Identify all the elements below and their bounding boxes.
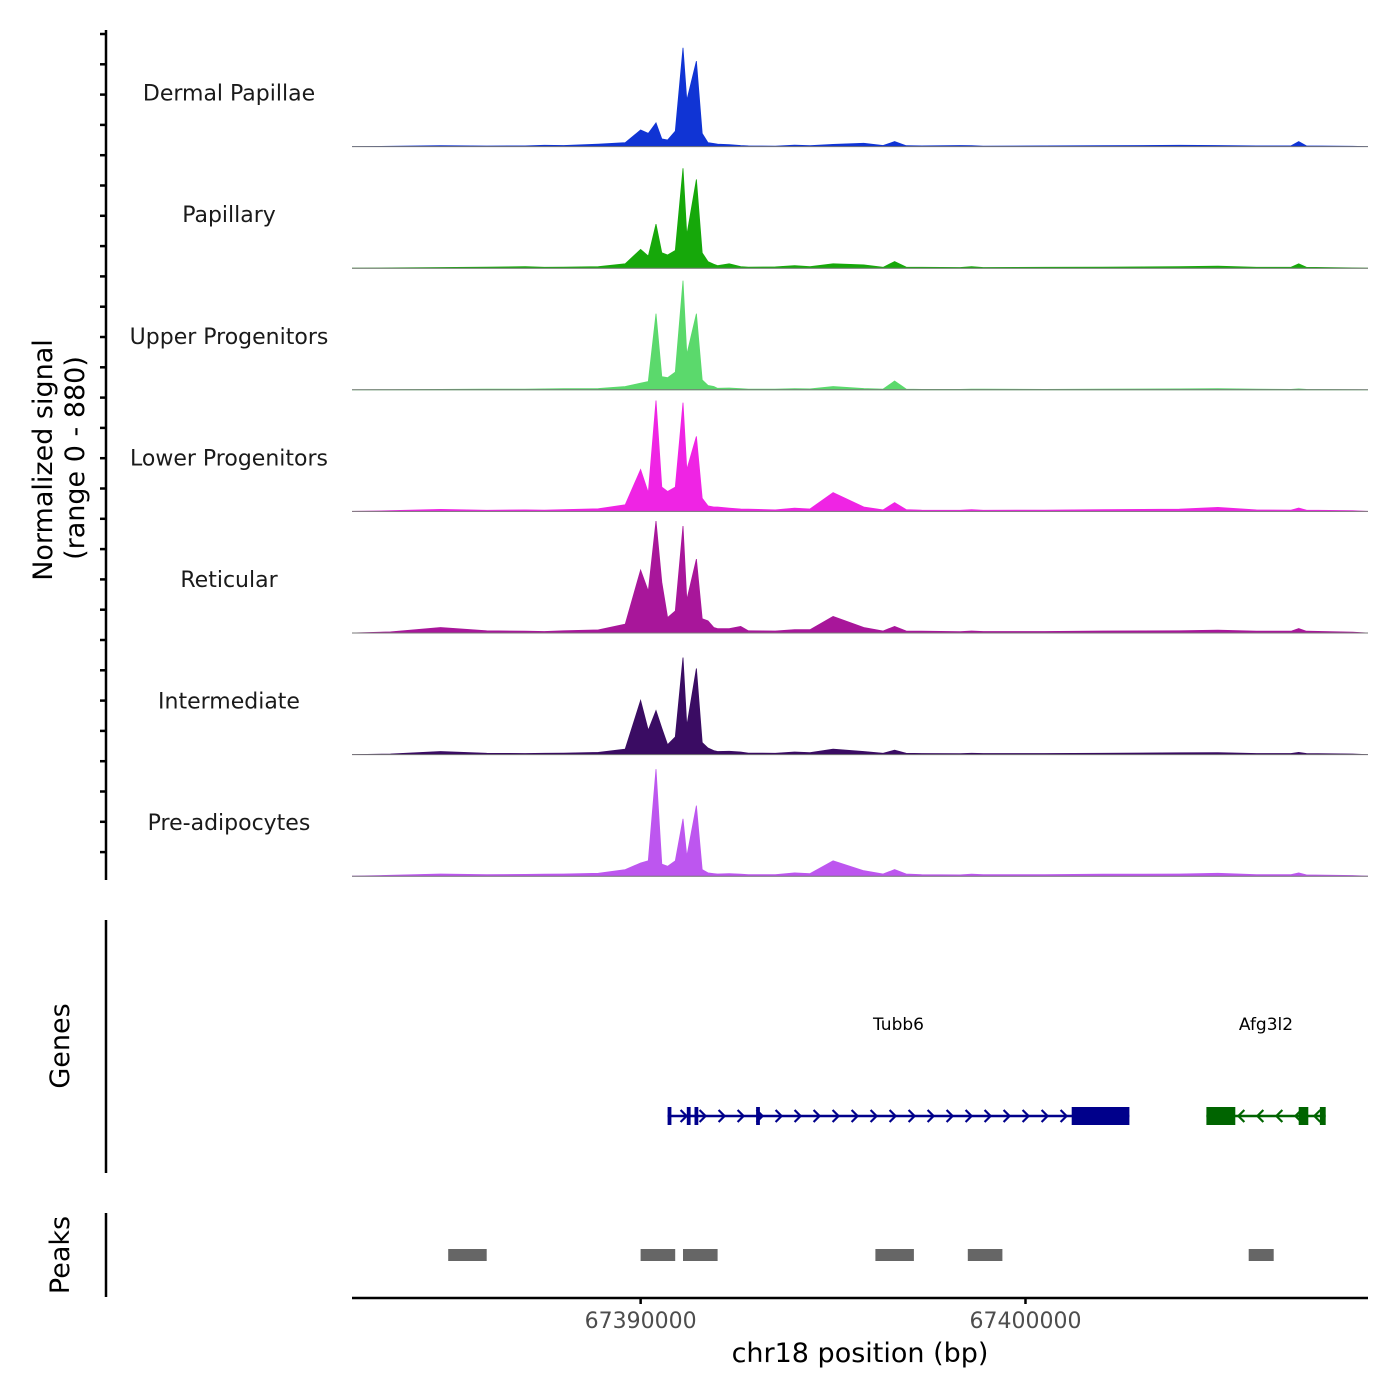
y-axis-label-line2: (range 0 - 880) <box>60 356 91 560</box>
gene-exon <box>1206 1107 1236 1125</box>
strand-chevron <box>1312 1109 1322 1123</box>
strand-chevron <box>1040 1109 1050 1123</box>
track-label: Pre-adipocytes <box>148 811 311 836</box>
strand-chevron <box>736 1109 746 1123</box>
peak-region <box>640 1249 676 1261</box>
strand-chevron <box>1255 1109 1265 1123</box>
signal-track-area <box>351 280 1369 391</box>
gene-exon <box>1319 1107 1326 1125</box>
strand-chevron <box>698 1109 708 1123</box>
strand-chevron <box>869 1109 879 1123</box>
strand-chevron <box>1274 1109 1284 1123</box>
strand-chevron <box>774 1109 784 1123</box>
strand-chevron <box>1021 1109 1031 1123</box>
strand-chevron <box>831 1109 841 1123</box>
gene-exon <box>694 1107 699 1125</box>
gene-exon <box>667 1107 672 1125</box>
gene-exon <box>1298 1107 1309 1125</box>
strand-chevron <box>983 1109 993 1123</box>
x-axis-tick-label: 67400000 <box>969 1309 1081 1334</box>
track-label: Dermal Papillae <box>143 82 315 107</box>
x-axis-tick-label: 67390000 <box>585 1309 697 1334</box>
signal-track-area <box>351 400 1369 512</box>
x-axis: 67390000 67400000 <box>352 1296 1368 1334</box>
peak-region <box>448 1249 487 1261</box>
signal-track-area <box>351 47 1369 147</box>
strand-chevron <box>1059 1109 1069 1123</box>
track-label: Intermediate <box>158 690 300 715</box>
signal-track-area <box>351 657 1369 755</box>
gene-name-label: Afg3l2 <box>1239 1015 1293 1035</box>
signal-track-area <box>351 520 1369 634</box>
signal-track-area <box>351 769 1369 877</box>
track-label: Papillary <box>182 203 276 228</box>
strand-chevron <box>964 1109 974 1123</box>
strand-chevron <box>926 1109 936 1123</box>
x-axis-label: chr18 position (bp) <box>732 1338 989 1369</box>
gene-name-label: Tubb6 <box>872 1015 924 1035</box>
strand-chevron <box>717 1109 727 1123</box>
peaks-panel-label: Peaks <box>45 1216 76 1294</box>
gene-exon <box>756 1107 760 1125</box>
peaks-track <box>448 1249 1274 1261</box>
track-label: Lower Progenitors <box>130 446 328 471</box>
strand-chevron <box>812 1109 822 1123</box>
peak-region <box>875 1249 914 1261</box>
strand-chevron <box>888 1109 898 1123</box>
axes-layer <box>100 30 108 1297</box>
signal-tracks <box>351 47 1369 877</box>
strand-chevron <box>907 1109 917 1123</box>
track-labels: Dermal Papillae Papillary Upper Progenitor… <box>130 82 329 837</box>
track-label: Upper Progenitors <box>130 325 329 350</box>
track-label: Reticular <box>180 568 278 593</box>
strand-chevron <box>679 1109 689 1123</box>
strand-chevron <box>945 1109 955 1123</box>
genes-panel-label: Genes <box>45 1003 76 1088</box>
strand-chevron <box>793 1109 803 1123</box>
peak-region <box>967 1249 1003 1261</box>
peak-region <box>1248 1249 1274 1261</box>
y-axis-label-line1: Normalized signal <box>28 339 59 581</box>
gene-annotation-track: Tubb6 Afg3l2 <box>667 1015 1326 1125</box>
signal-track-area <box>351 168 1369 269</box>
strand-chevron <box>1236 1109 1246 1123</box>
strand-chevron <box>1002 1109 1012 1123</box>
gene-exon <box>1071 1107 1130 1125</box>
peak-region <box>683 1249 718 1261</box>
gene-exon <box>686 1107 691 1125</box>
strand-chevron <box>850 1109 860 1123</box>
